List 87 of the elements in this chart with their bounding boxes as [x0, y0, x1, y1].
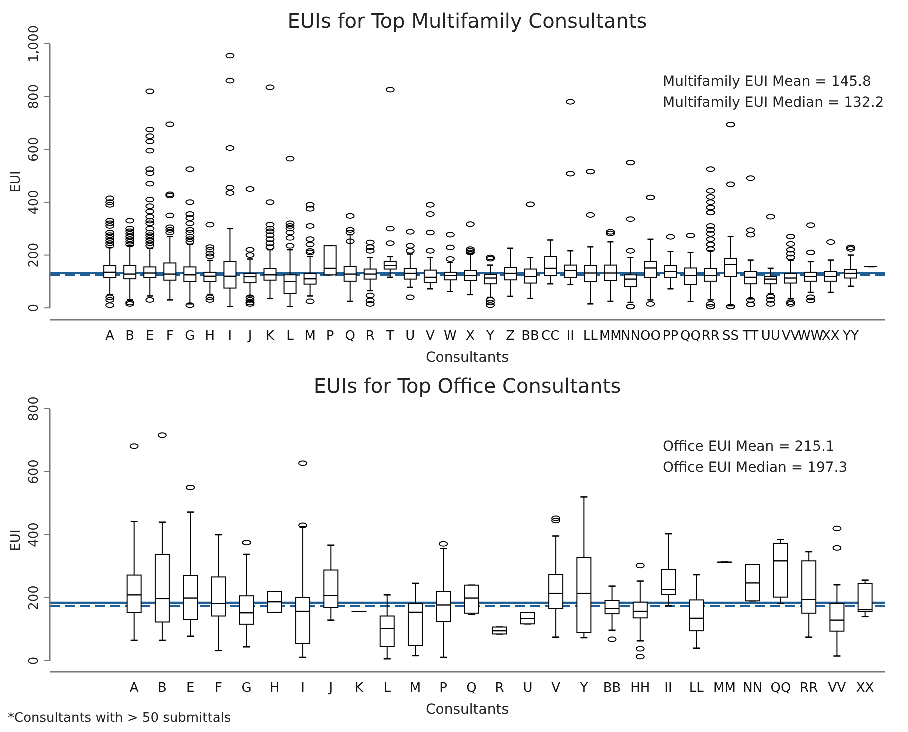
- x-tick-label: E: [146, 329, 154, 344]
- x-tick-label: K: [354, 681, 364, 696]
- x-tick-label: MM: [714, 681, 736, 696]
- y-tick-label: 800: [27, 84, 42, 110]
- x-tick-label: T: [385, 329, 394, 344]
- x-tick-label: I: [228, 329, 232, 344]
- x-tick-label: SS: [722, 329, 740, 344]
- x-tick-label: M: [410, 681, 422, 696]
- x-tick-label: II: [664, 681, 672, 696]
- x-tick-label: XX: [856, 681, 874, 696]
- chart-title: EUIs for Top Multifamily Consultants: [288, 9, 648, 33]
- x-tick-label: VV: [782, 329, 800, 344]
- x-tick-label: R: [495, 681, 504, 696]
- x-tick-label: RR: [702, 329, 720, 344]
- y-tick-label: 600: [27, 460, 42, 484]
- x-tick-label: L: [286, 329, 295, 344]
- x-tick-label: K: [266, 329, 275, 344]
- x-tick-label: B: [126, 329, 135, 344]
- x-tick-label: RR: [800, 681, 818, 696]
- x-tick-label: I: [301, 681, 305, 696]
- x-tick-label: X: [466, 329, 476, 344]
- x-tick-label: F: [166, 329, 174, 344]
- x-tick-label: VV: [828, 681, 846, 696]
- annotation: Office EUI Mean = 215.1: [663, 439, 835, 455]
- x-tick-label: J: [328, 681, 334, 696]
- x-tick-label: OO: [640, 329, 661, 344]
- y-tick-label: 800: [27, 396, 42, 422]
- x-tick-label: A: [106, 329, 115, 344]
- y-axis-title: EUI: [9, 530, 24, 552]
- x-tick-label: U: [406, 329, 416, 344]
- text: *Consultants with > 50 submittals: [8, 711, 232, 726]
- y-tick-label: 0: [27, 656, 42, 666]
- y-tick-label: 200: [27, 242, 42, 268]
- x-tick-label: L: [384, 681, 392, 696]
- x-tick-label: R: [366, 329, 375, 344]
- y-tick-label: 1,000: [27, 25, 42, 63]
- x-tick-label: TT: [742, 329, 759, 344]
- x-tick-label: BB: [603, 681, 622, 696]
- x-tick-label: CC: [542, 329, 560, 344]
- x-tick-label: QQ: [680, 329, 701, 344]
- x-tick-label: LL: [583, 329, 599, 344]
- x-tick-label: H: [205, 329, 216, 344]
- chart-title: EUIs for Top Office Consultants: [314, 374, 622, 398]
- x-tick-label: NN: [620, 329, 640, 344]
- x-tick-label: II: [566, 329, 574, 344]
- x-tick-label: MM: [599, 329, 622, 344]
- x-tick-label: LL: [689, 681, 705, 696]
- x-tick-label: UU: [761, 329, 780, 344]
- x-tick-label: QQ: [770, 681, 792, 696]
- x-tick-label: NN: [743, 681, 763, 696]
- x-tick-label: Z: [506, 329, 516, 344]
- x-tick-label: H: [270, 681, 280, 696]
- x-axis-title: Consultants: [426, 350, 509, 366]
- x-tick-label: PP: [662, 329, 679, 344]
- x-tick-label: V: [426, 329, 436, 344]
- x-tick-label: G: [242, 681, 252, 696]
- x-tick-label: XX: [822, 329, 840, 344]
- x-axis-title: Consultants: [426, 702, 509, 718]
- y-axis-title: EUI: [9, 171, 24, 193]
- y-tick-label: 400: [27, 190, 42, 215]
- x-tick-label: Q: [466, 681, 477, 696]
- x-tick-label: G: [185, 329, 196, 344]
- y-tick-label: 200: [27, 586, 42, 610]
- x-tick-label: WW: [798, 329, 824, 344]
- x-tick-label: F: [214, 681, 222, 696]
- x-tick-label: P: [326, 329, 334, 344]
- annotation: Multifamily EUI Median = 132.2: [663, 95, 884, 111]
- y-tick-label: 600: [27, 137, 42, 162]
- x-tick-label: M: [304, 329, 316, 344]
- annotation: Multifamily EUI Mean = 145.8: [663, 74, 872, 90]
- x-tick-label: U: [523, 681, 533, 696]
- x-tick-label: B: [158, 681, 167, 696]
- y-tick-label: 400: [27, 522, 42, 548]
- x-tick-label: P: [440, 681, 448, 696]
- x-tick-label: Q: [345, 329, 356, 344]
- x-tick-label: A: [130, 681, 139, 696]
- annotation: Office EUI Median = 197.3: [663, 460, 848, 476]
- y-tick-label: 0: [27, 304, 42, 312]
- x-tick-label: J: [247, 329, 252, 344]
- x-tick-label: V: [552, 681, 561, 696]
- x-tick-label: YY: [842, 329, 859, 344]
- x-tick-label: HH: [630, 681, 650, 696]
- x-tick-label: W: [444, 329, 458, 344]
- x-tick-label: Y: [579, 681, 588, 696]
- x-tick-label: Y: [486, 329, 495, 344]
- x-tick-label: BB: [522, 329, 540, 344]
- x-tick-label: E: [186, 681, 195, 696]
